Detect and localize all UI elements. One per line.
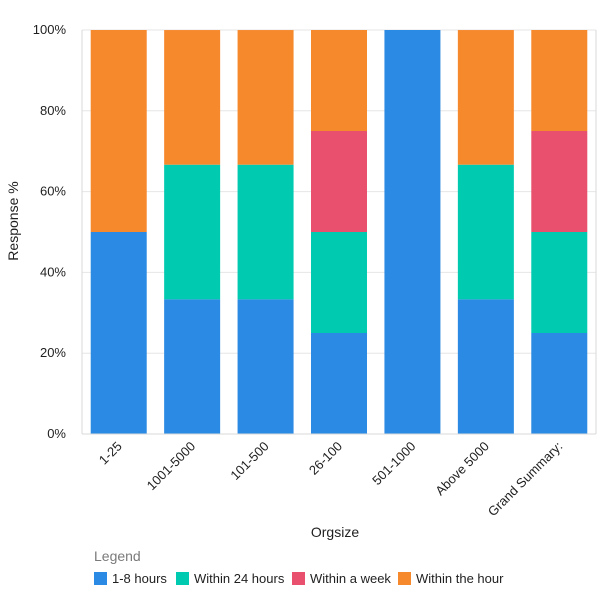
legend-swatch-1-8-hours <box>94 572 107 585</box>
y-axis-title: Response % <box>5 181 21 260</box>
bar-segment-above-5000-within-24-hours <box>457 164 514 300</box>
x-tick-label: 101-500 <box>227 439 271 483</box>
y-axis: 0% 20% 40% 60% 80% 100% <box>33 22 67 441</box>
bar-segment-26-100-1-8-hours <box>311 333 367 434</box>
bars <box>90 30 588 434</box>
x-tick-label: 26-100 <box>306 439 345 478</box>
legend-label-within-24-hours: Within 24 hours <box>194 571 285 586</box>
bar-segment-1-25-1-8-hours <box>90 232 147 434</box>
bar-segment-26-100-within-a-week <box>311 131 367 232</box>
bar-segment-above-5000-1-8-hours <box>457 299 514 434</box>
bar-segment-1001-5000-within-the-hour <box>164 30 221 165</box>
bar-segment-26-100-within-the-hour <box>311 30 367 131</box>
x-axis-title: Orgsize <box>311 524 359 540</box>
bar-segment-1001-5000-within-24-hours <box>164 164 221 300</box>
bar-segment-1001-5000-1-8-hours <box>164 299 221 434</box>
y-tick-label: 0% <box>47 426 66 441</box>
y-tick-label: 100% <box>33 22 67 37</box>
legend-title: Legend <box>94 548 141 564</box>
legend-label-1-8-hours: 1-8 hours <box>112 571 167 586</box>
bar-segment-grand-summary--within-24-hours <box>531 232 588 333</box>
x-tick-label: 1001-5000 <box>144 439 199 494</box>
x-tick-label: 501-1000 <box>369 439 418 488</box>
legend-swatch-within-the-hour <box>398 572 411 585</box>
bar-segment-1-25-within-the-hour <box>90 30 147 232</box>
y-tick-label: 80% <box>40 103 66 118</box>
x-tick-label: Above 5000 <box>432 439 492 499</box>
x-tick-label: 1-25 <box>96 439 125 468</box>
legend-label-within-the-hour: Within the hour <box>416 571 504 586</box>
bar-segment-101-500-within-the-hour <box>237 30 294 165</box>
bar-segment-grand-summary--1-8-hours <box>531 333 588 434</box>
legend-swatch-within-24-hours <box>176 572 189 585</box>
y-tick-label: 40% <box>40 264 66 279</box>
legend-label-within-a-week: Within a week <box>310 571 391 586</box>
legend: 1-8 hours Within 24 hours Within a week Wit… <box>94 571 504 586</box>
bar-segment-501-1000-1-8-hours <box>384 30 441 434</box>
bar-segment-grand-summary--within-the-hour <box>531 30 588 131</box>
legend-swatch-within-a-week <box>292 572 305 585</box>
y-tick-label: 20% <box>40 345 66 360</box>
bar-segment-26-100-within-24-hours <box>311 232 367 333</box>
bar-segment-grand-summary--within-a-week <box>531 131 588 232</box>
bar-segment-101-500-1-8-hours <box>237 299 294 434</box>
bar-segment-above-5000-within-the-hour <box>457 30 514 165</box>
x-tick-label: Grand Summary: <box>485 439 566 520</box>
x-axis: 1-25 1001-5000 101-500 26-100 501-1000 Above … <box>82 433 596 520</box>
y-tick-label: 60% <box>40 184 66 199</box>
bar-segment-101-500-within-24-hours <box>237 164 294 300</box>
